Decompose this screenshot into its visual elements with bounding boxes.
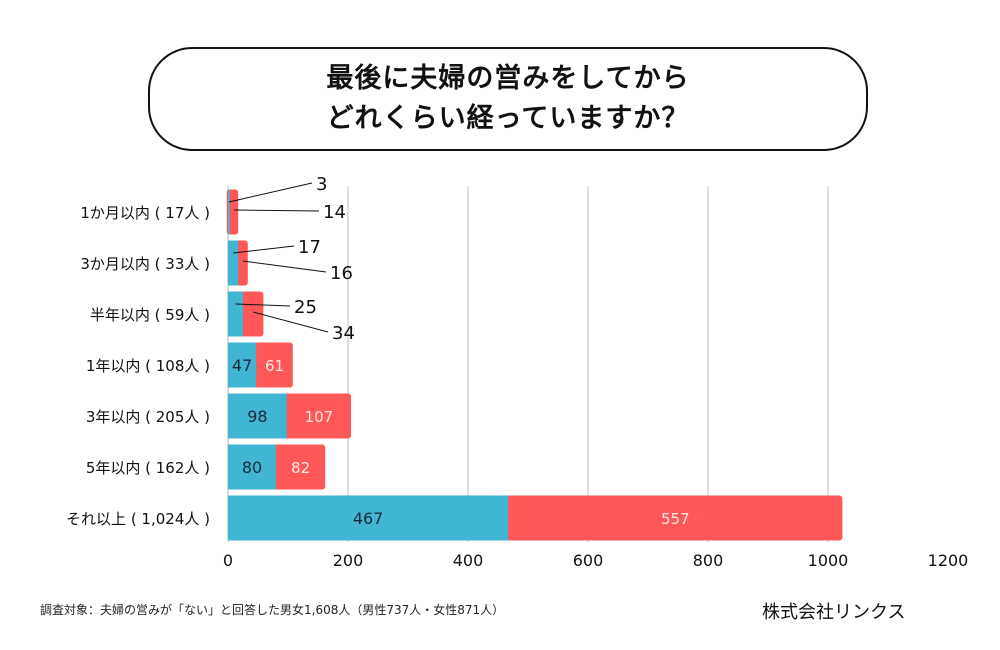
leader-line <box>233 209 320 212</box>
bar-female <box>240 291 264 337</box>
x-tick-label: 1000 <box>808 551 849 570</box>
x-tick-label: 0 <box>223 551 233 570</box>
data-label-female: 34 <box>332 323 355 344</box>
leader-line <box>242 260 327 273</box>
category-labels: 1か月以内 ( 17人 ) 3か月以内 ( 33人 ) 半年以内 ( 59人 ) 1年… <box>66 204 210 528</box>
data-label-female: 61 <box>265 357 284 375</box>
data-label-female: 14 <box>323 202 346 223</box>
category-label: それ以上 ( 1,024人 ) <box>66 510 210 528</box>
data-label-female: 82 <box>291 459 310 477</box>
bar-male <box>228 342 257 388</box>
category-label: 3か月以内 ( 33人 ) <box>80 255 210 273</box>
category-label: 1か月以内 ( 17人 ) <box>80 204 210 222</box>
bar-male <box>228 291 243 337</box>
data-label-male: 17 <box>298 237 321 258</box>
category-label: 3年以内 ( 205人 ) <box>86 408 210 426</box>
bar-male <box>228 240 239 286</box>
x-tick-label: 800 <box>693 551 724 570</box>
bar-female <box>505 495 843 541</box>
company-name: 株式会社リンクス <box>762 602 906 623</box>
data-label-female: 16 <box>330 263 353 284</box>
data-label-male: 98 <box>247 407 267 426</box>
leader-line <box>228 182 313 203</box>
bar-female <box>273 444 326 490</box>
bars <box>226 189 843 541</box>
title-line-1: 最後に夫婦の営みをしてから <box>326 63 690 94</box>
leader-line <box>253 311 329 333</box>
data-label-female: 107 <box>305 408 334 426</box>
x-tick-label: 600 <box>573 551 604 570</box>
data-label-male: 47 <box>232 356 252 375</box>
data-label-male: 3 <box>316 174 327 195</box>
data-label-male: 80 <box>242 458 262 477</box>
bar-male <box>228 393 287 439</box>
x-tick-label: 1200 <box>928 551 969 570</box>
data-label-male: 25 <box>294 297 317 318</box>
bar-male <box>228 189 230 235</box>
bar-male <box>228 444 276 490</box>
category-label: 半年以内 ( 59人 ) <box>90 306 210 324</box>
x-tick-labels: 0 200 400 600 800 1000 1200 <box>223 551 968 570</box>
bar-female <box>283 393 351 439</box>
title-line-2: どれくらい経っていますか？ <box>326 103 690 134</box>
leader-line <box>235 303 291 307</box>
bar-female <box>253 342 293 388</box>
category-label: 1年以内 ( 108人 ) <box>86 357 210 375</box>
data-label-female: 557 <box>661 510 690 528</box>
x-tick-label: 400 <box>453 551 484 570</box>
survey-footnote: 調査対象：夫婦の営みが「ない」と回答した男女1,608人（男性737人・女性87… <box>40 603 505 617</box>
data-label-male: 467 <box>353 509 384 528</box>
category-label: 5年以内 ( 162人 ) <box>86 459 210 477</box>
leader-line <box>233 245 295 254</box>
title-box: 最後に夫婦の営みをしてから どれくらい経っていますか？ <box>148 47 868 151</box>
bar-male <box>228 495 509 541</box>
x-tick-label: 200 <box>333 551 364 570</box>
